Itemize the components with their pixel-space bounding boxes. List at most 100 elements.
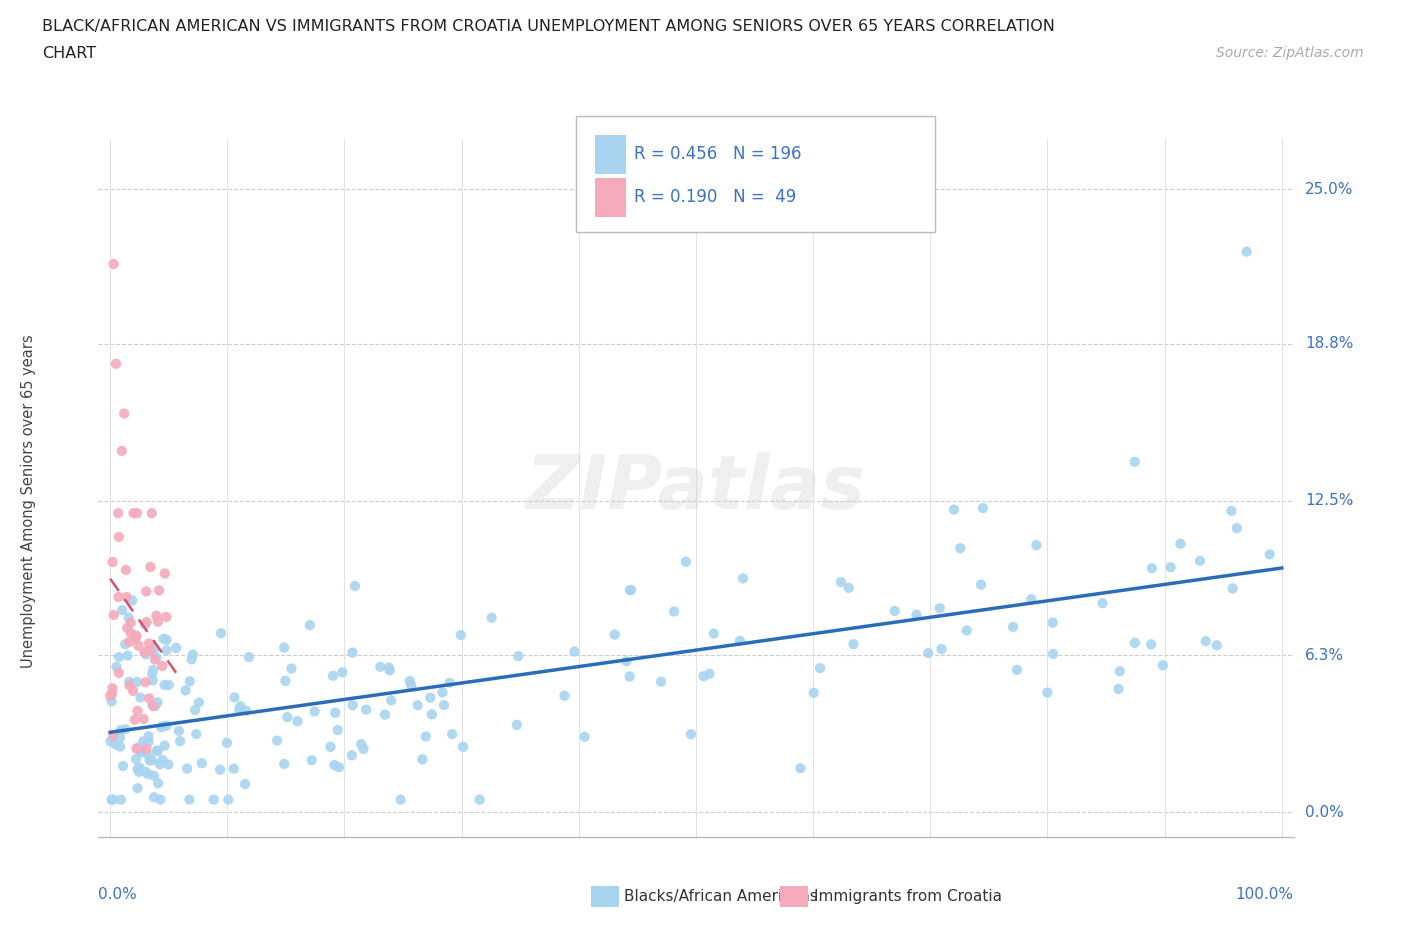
Point xyxy=(145,608,167,623)
Point xyxy=(229,698,252,713)
Point xyxy=(125,506,148,521)
Point xyxy=(148,583,170,598)
Point xyxy=(179,792,201,807)
Point xyxy=(342,698,364,712)
Point xyxy=(970,578,993,592)
Point xyxy=(150,658,173,673)
Point xyxy=(1222,581,1244,596)
Point xyxy=(340,748,363,763)
Point xyxy=(125,631,148,645)
Point xyxy=(132,734,155,749)
Point xyxy=(121,593,143,608)
Point xyxy=(323,705,346,720)
Point xyxy=(169,734,191,749)
Point xyxy=(110,792,132,807)
Point xyxy=(152,631,174,646)
Point xyxy=(699,666,721,681)
Point xyxy=(117,648,139,663)
Point xyxy=(105,659,128,674)
Point xyxy=(353,741,375,756)
Point xyxy=(155,609,177,624)
Point xyxy=(149,792,172,807)
Point xyxy=(111,603,134,618)
Point xyxy=(322,669,344,684)
Point xyxy=(153,738,176,753)
Point xyxy=(139,644,162,658)
Point xyxy=(127,762,149,777)
Point xyxy=(703,626,725,641)
Point xyxy=(103,728,125,743)
Point xyxy=(1005,662,1028,677)
Point xyxy=(149,757,172,772)
Point xyxy=(202,792,225,807)
Point xyxy=(129,690,152,705)
Point xyxy=(451,739,474,754)
Point xyxy=(114,722,136,737)
Point xyxy=(956,623,979,638)
Point xyxy=(399,678,422,693)
Point xyxy=(186,726,208,741)
Point xyxy=(146,744,169,759)
Point xyxy=(439,675,461,690)
Point xyxy=(100,694,122,709)
Point xyxy=(134,764,156,779)
Text: BLACK/AFRICAN AMERICAN VS IMMIGRANTS FROM CROATIA UNEMPLOYMENT AMONG SENIORS OVE: BLACK/AFRICAN AMERICAN VS IMMIGRANTS FRO… xyxy=(42,19,1054,33)
Point xyxy=(103,257,125,272)
Point xyxy=(332,665,354,680)
Point xyxy=(141,698,163,712)
Point xyxy=(838,580,860,595)
Point xyxy=(344,578,367,593)
Text: ZIPatlas: ZIPatlas xyxy=(526,452,866,525)
Point xyxy=(228,702,250,717)
Point xyxy=(1195,633,1218,648)
Point xyxy=(103,607,125,622)
Point xyxy=(141,667,163,682)
Point xyxy=(114,563,136,578)
Point xyxy=(803,685,825,700)
Point xyxy=(728,633,751,648)
Point xyxy=(127,703,149,718)
Point xyxy=(883,604,905,618)
Point xyxy=(506,717,529,732)
Point xyxy=(280,661,302,676)
Point xyxy=(1108,682,1130,697)
Point xyxy=(378,663,401,678)
Point xyxy=(120,615,142,630)
Point xyxy=(136,644,159,658)
Text: 0.0%: 0.0% xyxy=(98,887,138,902)
Point xyxy=(1091,596,1114,611)
Point xyxy=(603,627,626,642)
Point xyxy=(132,711,155,726)
Point xyxy=(917,645,939,660)
Point xyxy=(118,610,141,625)
Point xyxy=(411,751,433,766)
Point xyxy=(110,723,132,737)
Point xyxy=(118,634,141,649)
Point xyxy=(191,756,214,771)
Point xyxy=(731,571,754,586)
Point xyxy=(389,792,412,807)
Point xyxy=(135,741,157,756)
Point xyxy=(120,626,142,641)
Point xyxy=(328,760,350,775)
Point xyxy=(128,760,150,775)
Point xyxy=(143,641,166,656)
Point xyxy=(842,637,865,652)
Point xyxy=(107,666,129,681)
Point xyxy=(145,650,167,665)
Point xyxy=(134,675,156,690)
Point xyxy=(136,766,159,781)
Point xyxy=(830,575,852,590)
Point xyxy=(1123,455,1146,470)
Point xyxy=(1220,503,1243,518)
Point xyxy=(118,678,141,693)
Point xyxy=(298,618,321,632)
Point xyxy=(620,582,643,597)
Point xyxy=(619,669,641,684)
Point xyxy=(789,761,811,776)
Point xyxy=(323,758,346,773)
Point xyxy=(150,720,173,735)
Point xyxy=(114,637,136,652)
Point xyxy=(138,748,160,763)
Point xyxy=(146,743,169,758)
